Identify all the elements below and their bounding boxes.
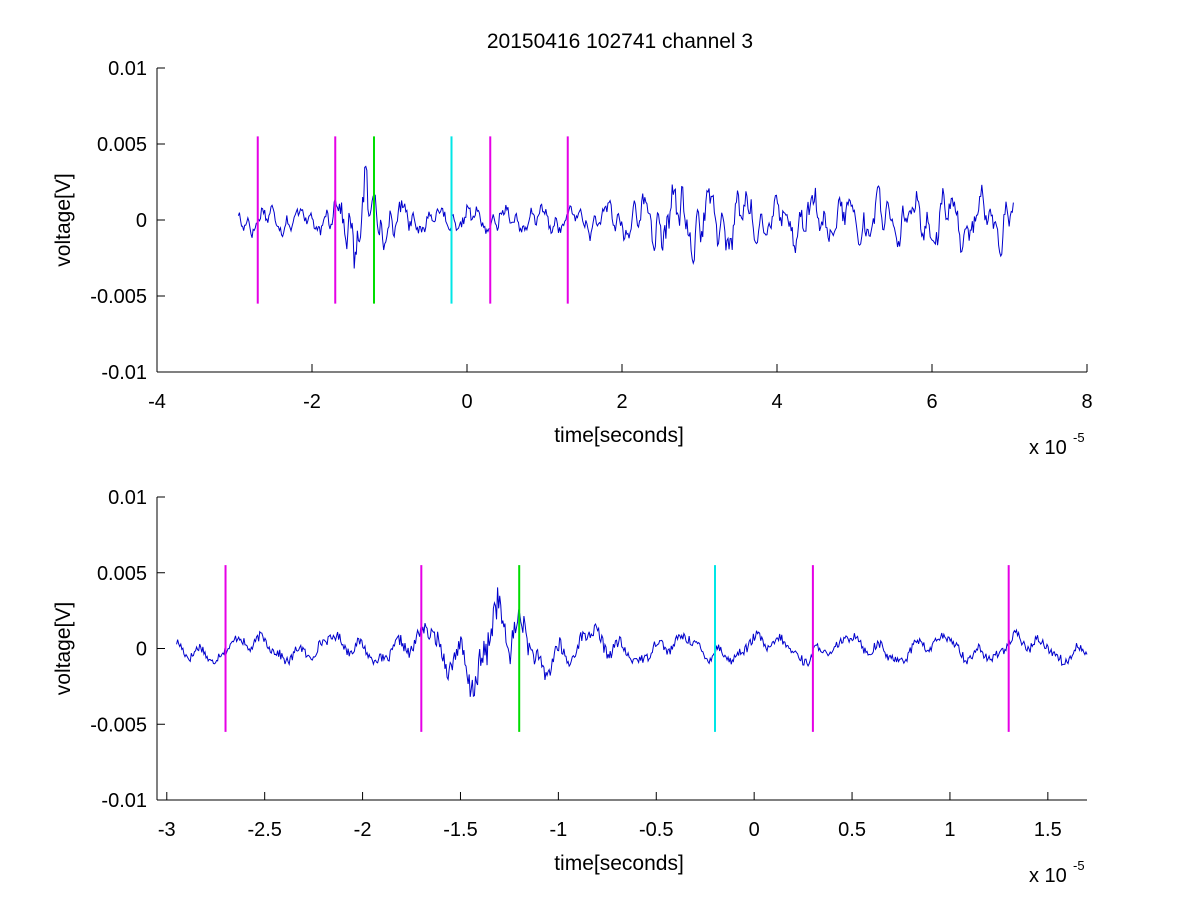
bottom-x-tick-label: 1: [944, 819, 955, 841]
top-x-tick-label: 6: [926, 391, 937, 413]
bottom-y-tick-label: 0.01: [108, 487, 147, 509]
top-y-tick-label: -0.005: [90, 286, 147, 308]
top-x-tick-label: 2: [616, 391, 627, 413]
bottom-y-axis-label: voltage[V]: [52, 602, 75, 695]
top-x-tick-label: -4: [148, 391, 166, 413]
bottom-x-tick-label: 0.5: [838, 819, 866, 841]
top-y-tick-label: 0: [136, 210, 147, 232]
bottom-x-tick-label: -0.5: [639, 819, 673, 841]
bottom-signal-line: [176, 587, 1088, 697]
bottom-y-tick-label: 0.005: [97, 563, 147, 585]
top-x-axis-label: time[seconds]: [554, 424, 684, 447]
bottom-x-multiplier: x 10: [1029, 865, 1067, 887]
top-x-tick-label: 8: [1081, 391, 1092, 413]
top-y-tick-label: 0.005: [97, 134, 147, 156]
bottom-x-tick-label: 1.5: [1034, 819, 1062, 841]
bottom-x-tick-label: -2.5: [247, 819, 281, 841]
bottom-x-axis-label: time[seconds]: [554, 852, 684, 875]
bottom-plot-panel: -0.01 -0.005 0 0.005 0.01 -3 -2.5 -2 -1.5 -1 -0.5 0…: [52, 487, 1088, 887]
bottom-x-tick-label: 0: [749, 819, 760, 841]
top-x-tick-label: -2: [303, 391, 321, 413]
figure-title: 20150416 102741 channel 3: [487, 30, 753, 53]
top-y-tick-label: -0.01: [101, 362, 147, 384]
top-x-multiplier: x 10: [1029, 437, 1067, 459]
top-x-tick-label: 0: [461, 391, 472, 413]
bottom-x-tick-label: -1: [549, 819, 567, 841]
bottom-x-tick-label: -1.5: [443, 819, 477, 841]
bottom-x-multiplier-exponent: -5: [1073, 858, 1085, 873]
bottom-y-tick-label: -0.005: [90, 714, 147, 736]
top-y-axis-label: voltage[V]: [52, 173, 75, 266]
top-plot-panel: -0.01 -0.005 0 0.005 0.01 -4 -2 0 2 4 6 8 time[secon…: [52, 58, 1093, 459]
bottom-y-tick-label: 0: [136, 639, 147, 661]
bottom-x-tick-label: -3: [158, 819, 176, 841]
top-signal-line: [237, 165, 1014, 269]
bottom-y-tick-label: -0.01: [101, 790, 147, 812]
top-x-multiplier-exponent: -5: [1073, 430, 1085, 445]
bottom-x-tick-label: -2: [354, 819, 372, 841]
top-x-tick-label: 4: [771, 391, 782, 413]
top-y-tick-label: 0.01: [108, 58, 147, 80]
